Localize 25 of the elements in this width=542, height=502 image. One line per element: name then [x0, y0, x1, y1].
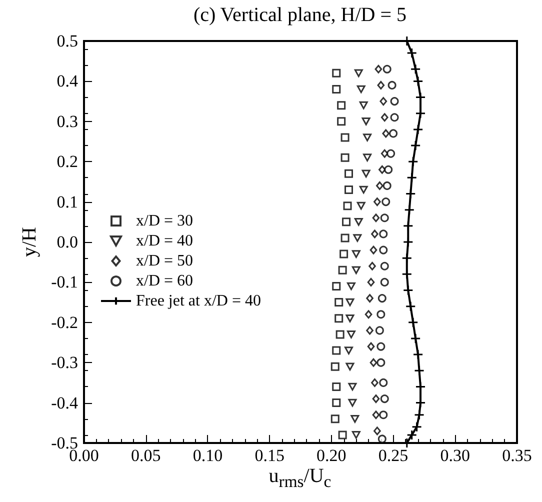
- y-tick-label: 0.4: [56, 72, 78, 91]
- x-tick-label: 0.20: [316, 446, 346, 465]
- legend-label: x/D = 60: [136, 272, 194, 290]
- x-axis-title: u$_{rms}$/U$_{c}$: [268, 465, 332, 492]
- legend-label: x/D = 40: [136, 232, 194, 250]
- x-tick-label: 0.25: [378, 446, 408, 465]
- y-tick-label: 0.2: [56, 152, 78, 172]
- y-tick-label: -0.4: [51, 393, 78, 412]
- y-tick-label: 0.0: [56, 232, 78, 252]
- x-tick-label: 0.35: [502, 446, 532, 465]
- y-tick-label: 0.1: [56, 192, 78, 212]
- legend-label: x/D = 50: [136, 252, 194, 270]
- chart-title: (c) Vertical plane, H/D = 5: [193, 4, 407, 27]
- legend-label: x/D = 30: [136, 212, 194, 230]
- y-tick-label: -0.3: [51, 353, 78, 372]
- x-tick-label: 0.30: [440, 446, 470, 465]
- y-tick-label: 0.3: [56, 112, 78, 131]
- y-axis-title: y/H: [18, 227, 42, 257]
- x-tick-label: 0.10: [192, 446, 223, 465]
- legend-label: Free jet at x/D = 40: [136, 292, 261, 310]
- x-tick-label: 0.05: [130, 446, 161, 465]
- y-tick-label: 0.5: [56, 32, 78, 50]
- x-tick-label: 0.15: [254, 446, 284, 465]
- y-tick-label: -0.2: [51, 312, 78, 332]
- y-tick-label: -0.1: [51, 272, 78, 292]
